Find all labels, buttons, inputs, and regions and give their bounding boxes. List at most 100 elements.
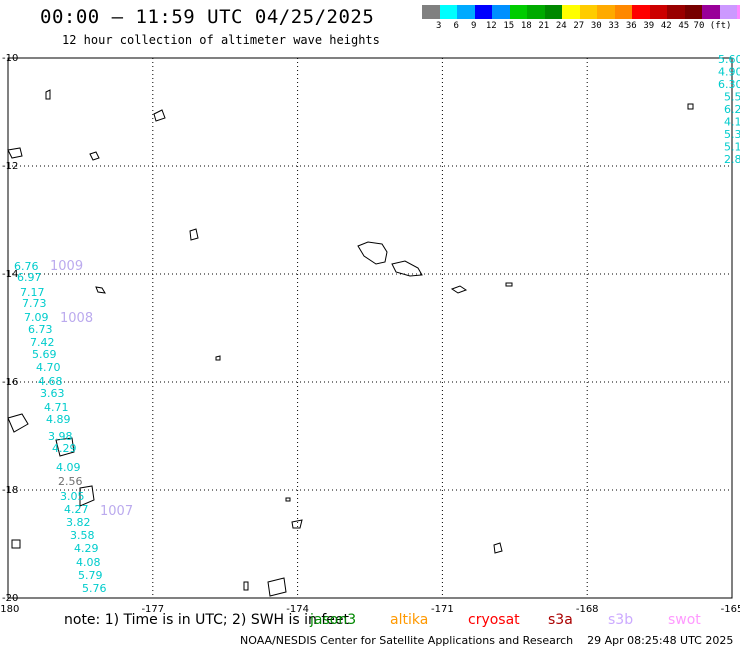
lon-tick-label: -174 — [286, 604, 309, 615]
island-e — [215, 355, 221, 361]
island-c — [7, 147, 23, 159]
fiji-1 — [7, 413, 29, 433]
credit-text: NOAA/NESDIS Center for Satellite Applica… — [240, 634, 574, 647]
color-scale-cell — [527, 5, 545, 19]
track-value: 7.42 — [30, 336, 55, 349]
track-value: 2.56 — [58, 475, 83, 488]
track-value: 4.08 — [76, 556, 101, 569]
color-scale-cell — [597, 5, 615, 19]
fiji-4 — [11, 539, 21, 549]
pressure-label: 1007 — [100, 504, 133, 519]
lon-tick-label: -168 — [576, 604, 599, 615]
lat-tick-label: -12 — [2, 161, 18, 172]
color-scale-cell — [667, 5, 685, 19]
satellite-altika: altika — [390, 612, 429, 628]
lon-tick-label: -177 — [141, 604, 164, 615]
island-d — [95, 286, 106, 294]
pressure-label: 1009 — [50, 259, 83, 274]
satellite-s3b: s3b — [608, 612, 634, 628]
land-outlines — [7, 89, 694, 597]
track-value-right: 4.10 — [724, 116, 740, 129]
pressure-label: 1008 — [60, 311, 93, 326]
island-f — [687, 103, 694, 110]
track-value: 3.63 — [40, 387, 65, 400]
credit-line: NOAA/NESDIS Center for Satellite Applica… — [240, 634, 733, 647]
island-a — [45, 89, 51, 100]
color-scale-label: 30 — [590, 21, 602, 31]
lat-tick-label: -14 — [2, 269, 18, 280]
color-scale-cell — [684, 5, 702, 19]
lon-tick-label: -165 — [721, 604, 740, 615]
color-scale-cell — [649, 5, 667, 19]
track-value-right: 2.80 — [724, 153, 740, 166]
lon-tick-label: -180 — [0, 604, 19, 615]
timestamp: 29 Apr 08:25:48 UTC 2025 — [587, 634, 734, 647]
satellite-swot: swot — [668, 612, 701, 628]
track-value: 3.58 — [70, 529, 95, 542]
track-value-right: 5.50 — [724, 91, 740, 104]
tonga-1 — [243, 581, 249, 591]
track-value: 4.09 — [56, 461, 81, 474]
track-value: 5.76 — [82, 582, 107, 595]
track-value: 3.98 — [48, 430, 73, 443]
map-frame — [7, 57, 733, 599]
track-value-right: 5.10 — [724, 141, 740, 154]
color-scale-label: 15 — [503, 21, 515, 31]
fiji-3 — [79, 485, 95, 507]
map-grid — [7, 57, 733, 599]
color-scale-label: 18 — [520, 21, 532, 31]
island-wallis — [189, 228, 199, 241]
color-scale-label: 70 (ft) — [693, 21, 732, 31]
color-scale-cell — [439, 5, 457, 19]
lat-tick-label: -20 — [2, 593, 18, 604]
track-value-right: 5.60 — [718, 53, 740, 66]
color-scale-cell — [474, 5, 492, 19]
track-value: 4.70 — [36, 361, 61, 374]
color-scale-cell — [614, 5, 632, 19]
color-scale-label: 3 — [436, 21, 442, 31]
tonga-2 — [267, 577, 287, 597]
satellite-cryosat: cryosat — [468, 612, 520, 628]
color-scale-labels: 3 6 9 12 15 18 21 24 27 30 33 36 39 42 45 70 (ft) — [422, 21, 733, 31]
track-value: 3.82 — [66, 516, 91, 529]
color-scale-label: 42 — [660, 21, 672, 31]
track-value-right: 5.30 — [724, 128, 740, 141]
color-scale-cell — [457, 5, 475, 19]
color-scale-cell — [544, 5, 562, 19]
track-value: 4.29 — [52, 442, 77, 455]
color-scale-label: 27 — [573, 21, 585, 31]
track-value: 7.09 — [24, 311, 49, 324]
color-scale-label: 6 — [453, 21, 459, 31]
track-value: 7.17 — [20, 286, 45, 299]
lat-tick-label: -10 — [2, 53, 18, 64]
lat-tick-label: -16 — [2, 377, 18, 388]
track-value-right: 6.20 — [724, 103, 740, 116]
track-value: 4.89 — [46, 413, 71, 426]
track-value: 4.27 — [64, 503, 89, 516]
satellite-s3a: s3a — [548, 612, 573, 628]
map-title: 00:00 — 11:59 UTC 04/25/2025 — [40, 6, 375, 28]
track-value: 6.73 — [28, 323, 53, 336]
satellite-jason3: jason3 — [310, 612, 357, 628]
color-scale-cell — [579, 5, 597, 19]
color-scale-label: 12 — [485, 21, 497, 31]
color-scale-label: 9 — [471, 21, 477, 31]
samoa-savaii — [391, 260, 423, 277]
color-scale-cell — [702, 5, 720, 19]
island-futuna — [153, 109, 166, 122]
track-value: 7.73 — [22, 297, 47, 310]
track-value: 6.76 — [14, 260, 39, 273]
tonga-3 — [291, 519, 303, 529]
color-scale-cell — [509, 5, 527, 19]
axis-tick-labels: -180 -177 -174 -171 -168 -165 -10 -12 -14 -16 -18 -… — [0, 53, 740, 615]
track-value: 6.97 — [17, 271, 42, 284]
fiji-2 — [55, 437, 75, 457]
color-scale-label: 36 — [625, 21, 637, 31]
track-value-right: 4.90 — [718, 66, 740, 79]
color-scale-cell — [719, 5, 737, 19]
altimeter-track-values: 6.766.97 7.177.737.096.737.425.694.704.68… — [14, 53, 740, 595]
color-scale-bar — [422, 5, 740, 19]
color-scale-label: 39 — [643, 21, 655, 31]
lon-tick-label: -171 — [431, 604, 454, 615]
track-value: 5.69 — [32, 348, 57, 361]
